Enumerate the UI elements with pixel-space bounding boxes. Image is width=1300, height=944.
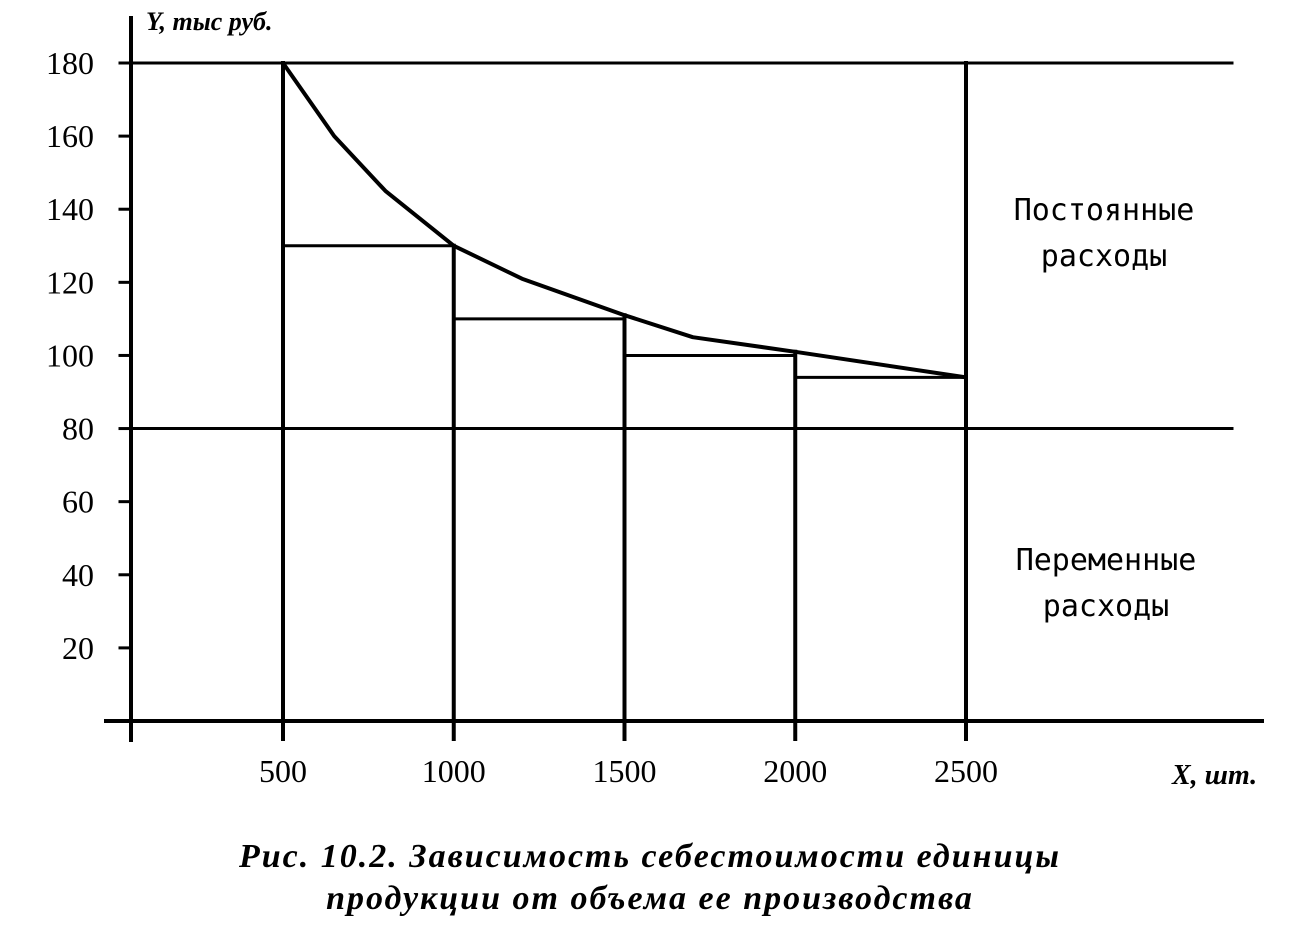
y-tick-label: 120 — [46, 264, 94, 300]
x-tick-label: 2000 — [763, 753, 827, 789]
figure-caption-line-1: Рис. 10.2. Зависимость себестоимости еди… — [239, 838, 1061, 875]
x-tick-label: 1000 — [422, 753, 486, 789]
figure-caption-line-2: продукции от объема ее производства — [326, 880, 974, 917]
y-tick-label: 40 — [62, 557, 94, 593]
y-tick-label: 100 — [46, 337, 94, 373]
unit-cost-curve — [281, 61, 967, 380]
y-tick-label: 60 — [62, 484, 94, 520]
x-axis-unit-label: X, шт. — [1171, 760, 1257, 791]
plot-lines — [104, 16, 1264, 742]
variable-costs-label-line-2: расходы — [1043, 589, 1169, 624]
y-tick-label: 140 — [46, 191, 94, 227]
variable-costs-label-line-1: Переменные — [1016, 543, 1197, 578]
x-tick-label: 2500 — [934, 753, 998, 789]
y-axis-unit-label: Y, тыс руб. — [146, 7, 272, 36]
y-tick-label: 80 — [62, 411, 94, 447]
y-tick-label: 160 — [46, 118, 94, 154]
x-tick-label: 500 — [259, 753, 307, 789]
plot-text: 20 40 60 80 100 120 140 160 180 500 1000 1500 2000 25… — [46, 7, 1257, 791]
y-tick-label: 180 — [46, 45, 94, 81]
y-tick-label: 20 — [62, 630, 94, 666]
fixed-costs-label-line-2: расходы — [1041, 239, 1167, 274]
x-tick-label: 1500 — [593, 753, 657, 789]
fixed-costs-label-line-1: Постоянные — [1014, 193, 1195, 228]
